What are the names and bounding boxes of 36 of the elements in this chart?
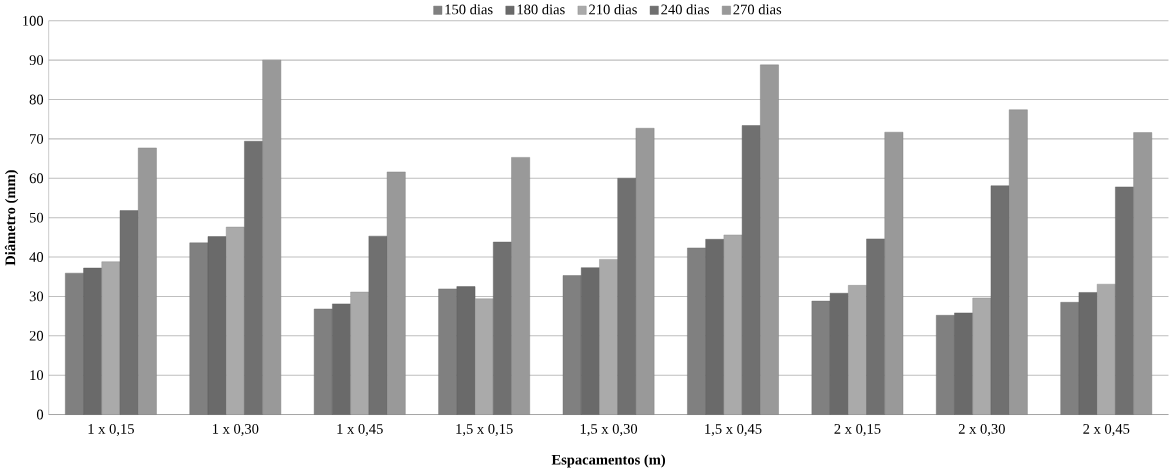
- bar: [474, 298, 494, 415]
- x-tick-label: 1,5 x 0,45: [705, 423, 762, 436]
- x-tick-label: 2 x 0,30: [958, 423, 1005, 436]
- y-tick-label: 80: [29, 94, 44, 105]
- bar: [972, 297, 992, 415]
- x-tick-label: 2 x 0,15: [834, 423, 881, 436]
- bar: [848, 284, 867, 415]
- legend-label: 210 dias: [589, 3, 637, 15]
- x-tick-label: 1 x 0,45: [337, 423, 383, 436]
- y-tick-label: 30: [29, 291, 44, 302]
- y-tick-label: 100: [23, 15, 44, 26]
- bar: [101, 261, 121, 415]
- bar: [599, 258, 618, 415]
- bar: [350, 291, 370, 415]
- x-tick-label: 2 x 0,45: [1083, 423, 1130, 436]
- legend-label: 150 dias: [445, 3, 493, 15]
- y-tick-label: 20: [29, 330, 44, 341]
- y-tick-label: 60: [29, 173, 44, 183]
- y-tick-label: 10: [30, 370, 44, 380]
- bar: [723, 234, 743, 415]
- y-tick-label: 50: [29, 212, 44, 223]
- x-tick-label: 1 x 0,30: [212, 423, 259, 436]
- y-tick-label: 40: [29, 251, 44, 262]
- x-tick-label: 1,5 x 0,15: [456, 423, 513, 436]
- legend-label: 270 dias: [733, 3, 782, 15]
- legend-label: 180 dias: [517, 3, 565, 15]
- x-tick-label: 1,5 x 0,30: [580, 423, 638, 436]
- y-tick-label: 0: [36, 409, 44, 420]
- y-tick-label: 90: [29, 55, 44, 65]
- y-tick-label: 70: [30, 133, 44, 144]
- legend-label: 240 dias: [661, 3, 709, 15]
- x-tick-label: 1 x 0,15: [88, 423, 134, 436]
- bar: [225, 226, 245, 415]
- x-axis-title: Espacamentos (m): [551, 454, 666, 468]
- bar: [1096, 283, 1116, 415]
- y-axis-title: Diâmetro (mm): [4, 170, 19, 266]
